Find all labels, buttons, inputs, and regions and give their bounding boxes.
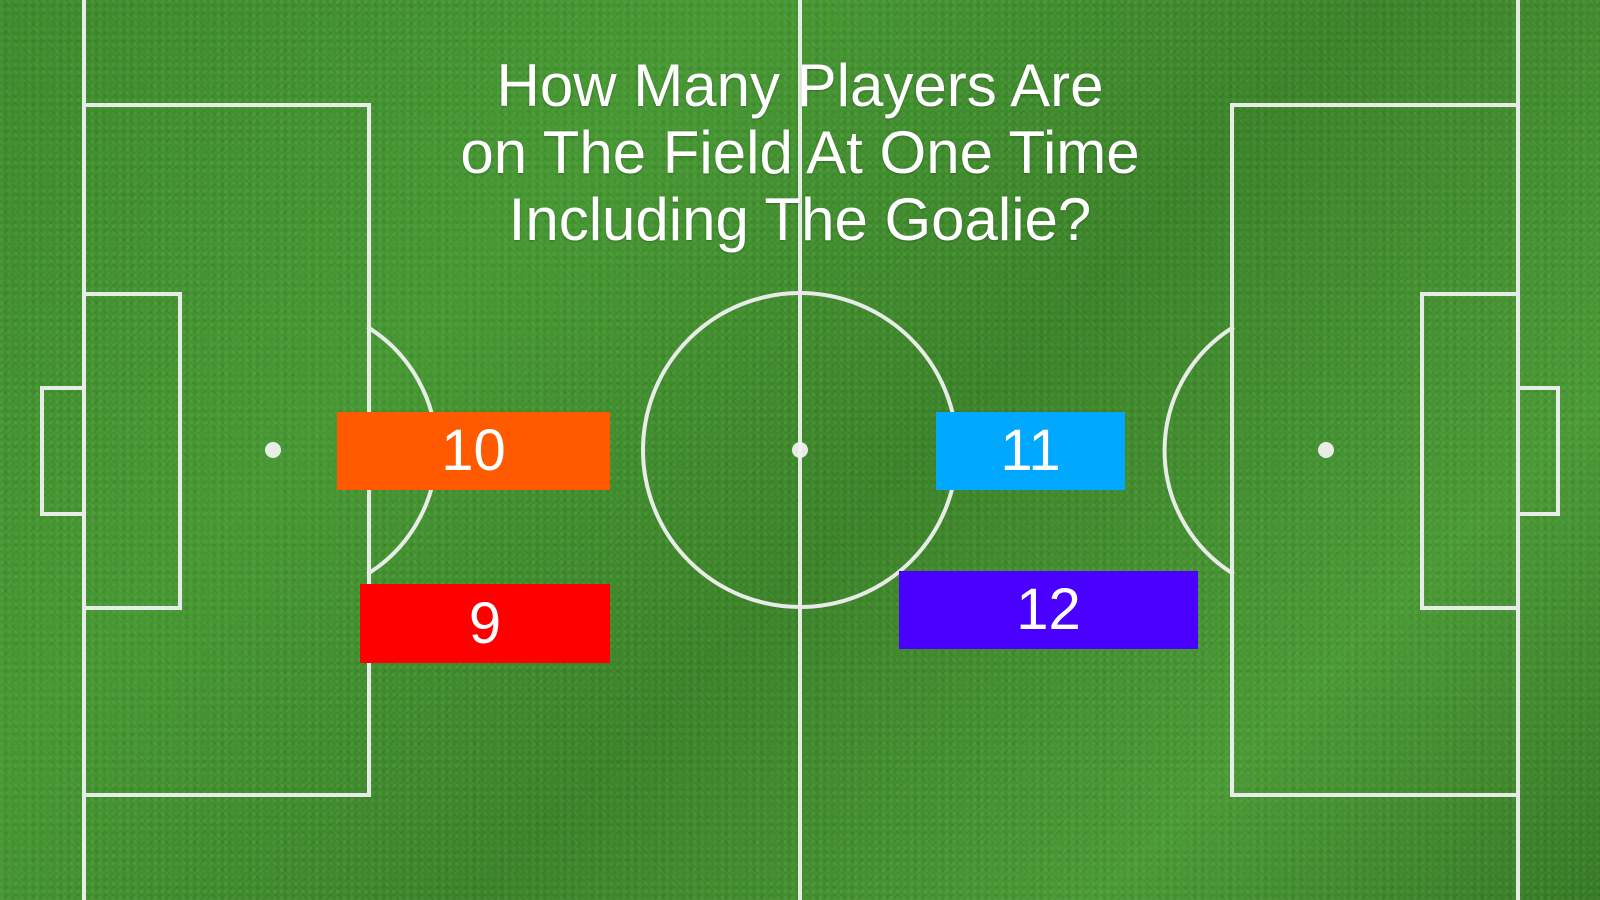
answer-10-button[interactable]: 10 bbox=[337, 412, 610, 490]
right-penalty-spot bbox=[1318, 442, 1334, 458]
question-line-2: on The Field At One Time bbox=[460, 119, 1140, 186]
answer-9-button[interactable]: 9 bbox=[360, 584, 610, 663]
question-line-3: Including The Goalie? bbox=[508, 186, 1092, 253]
answer-12-button[interactable]: 12 bbox=[899, 571, 1198, 649]
left-penalty-box bbox=[82, 103, 371, 797]
left-penalty-spot bbox=[265, 442, 281, 458]
right-goal bbox=[1516, 386, 1560, 516]
answer-11-button[interactable]: 11 bbox=[936, 412, 1125, 490]
quiz-question: How Many Players Are on The Field At One… bbox=[410, 52, 1190, 253]
left-goal-area bbox=[82, 292, 182, 610]
right-penalty-arc bbox=[1162, 325, 1235, 576]
right-goal-area bbox=[1420, 292, 1520, 610]
question-line-1: How Many Players Are bbox=[496, 52, 1104, 119]
right-penalty-box bbox=[1230, 103, 1520, 797]
left-goal bbox=[40, 386, 86, 516]
center-spot bbox=[792, 442, 808, 458]
